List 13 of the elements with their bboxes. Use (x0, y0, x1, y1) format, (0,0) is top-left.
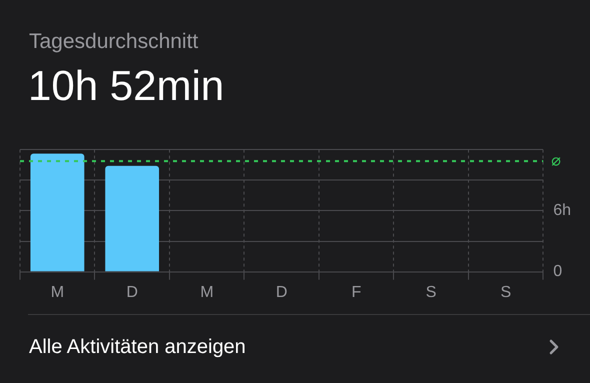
ref-line-label: ⌀ (551, 152, 562, 170)
y-tick-label: 0 (553, 263, 562, 280)
chart-title: Tagesdurchschnitt (29, 30, 198, 54)
x-tick-label: M (200, 284, 214, 301)
x-tick-label: D (126, 284, 138, 301)
x-tick-label: S (500, 284, 512, 301)
chart-subtitle: 10h 52min (28, 62, 224, 110)
x-tick-label: F (351, 284, 362, 301)
x-tick-label: D (276, 284, 288, 301)
x-tick-label: M (50, 284, 64, 301)
y-tick-label: 6h (553, 202, 571, 220)
x-tick-label: S (426, 284, 436, 301)
text: Alle Aktivitäten anzeigen (29, 336, 246, 359)
